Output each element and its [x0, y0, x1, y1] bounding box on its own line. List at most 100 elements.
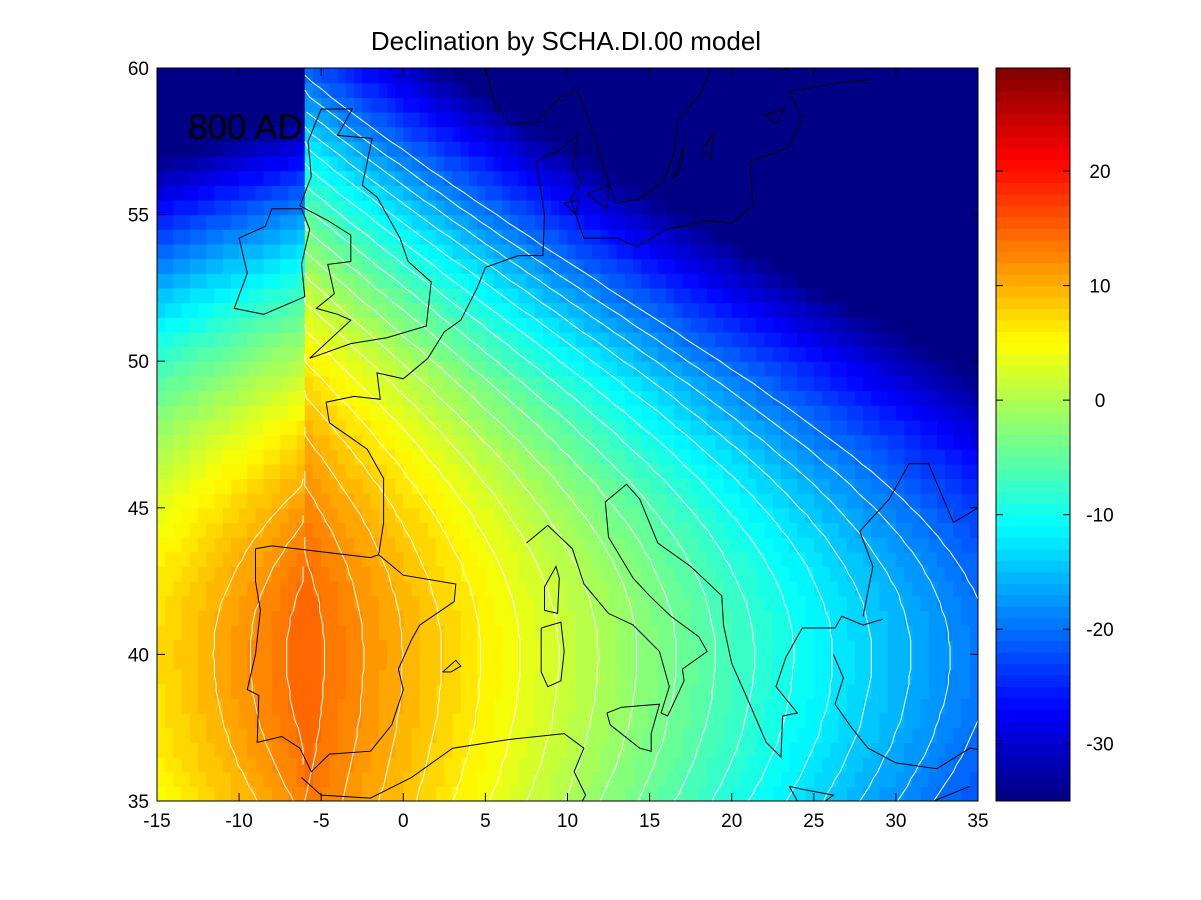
- field-cell: [953, 771, 963, 787]
- field-cell: [518, 698, 528, 714]
- field-cell: [690, 757, 700, 773]
- field-cell: [657, 317, 667, 333]
- field-cell: [271, 214, 281, 230]
- field-cell: [271, 713, 281, 729]
- field-cell: [206, 771, 216, 787]
- field-cell: [764, 185, 774, 201]
- field-cell: [255, 331, 265, 348]
- field-cell: [666, 405, 675, 421]
- field-cell: [181, 258, 191, 274]
- field-cell: [370, 625, 380, 641]
- field-cell: [239, 669, 248, 685]
- field-cell: [378, 742, 388, 758]
- field-cell: [230, 610, 240, 626]
- field-cell: [271, 170, 281, 186]
- field-cell: [641, 111, 651, 128]
- field-cell: [378, 405, 388, 421]
- field-cell: [403, 302, 413, 318]
- field-cell: [953, 170, 963, 186]
- field-cell: [830, 258, 840, 274]
- field-cell: [370, 507, 380, 524]
- field-cell: [271, 463, 281, 480]
- field-cell: [206, 361, 216, 377]
- field-cell: [370, 610, 380, 626]
- field-cell: [189, 214, 199, 230]
- field-cell: [427, 669, 437, 685]
- field-cell: [912, 361, 922, 377]
- field-cell: [830, 654, 840, 670]
- field-cell: [337, 698, 347, 714]
- field-cell: [575, 170, 585, 186]
- field-cell: [748, 141, 757, 157]
- field-cell: [608, 141, 618, 157]
- field-cell: [280, 390, 289, 406]
- field-cell: [854, 522, 864, 538]
- field-cell: [198, 478, 207, 494]
- field-cell: [427, 581, 437, 597]
- field-cell: [895, 463, 905, 480]
- field-cell: [624, 405, 634, 421]
- field-cell: [682, 185, 692, 201]
- field-cell: [739, 287, 749, 304]
- field-cell: [280, 317, 289, 333]
- field-cell: [813, 434, 823, 450]
- field-cell: [764, 243, 774, 260]
- field-cell: [895, 155, 905, 172]
- field-cell: [559, 478, 569, 494]
- field-cell: [731, 111, 741, 128]
- field-cell: [518, 595, 528, 612]
- field-cell: [846, 581, 856, 597]
- field-cell: [222, 243, 232, 260]
- field-cell: [789, 625, 798, 641]
- field-cell: [477, 68, 486, 84]
- field-cell: [198, 581, 207, 597]
- field-cell: [206, 302, 216, 318]
- field-cell: [296, 229, 306, 245]
- field-cell: [928, 757, 938, 773]
- field-cell: [263, 434, 273, 450]
- field-cell: [608, 82, 618, 98]
- field-cell: [518, 771, 528, 787]
- field-cell: [222, 419, 232, 436]
- field-cell: [354, 727, 363, 743]
- field-cell: [592, 390, 601, 406]
- field-cell: [165, 537, 175, 553]
- field-cell: [370, 390, 380, 406]
- field-cell: [460, 287, 470, 304]
- field-cell: [173, 463, 183, 480]
- field-cell: [830, 390, 840, 406]
- field-cell: [838, 537, 848, 553]
- field-cell: [362, 566, 372, 582]
- field-cell: [871, 522, 881, 538]
- field-cell: [296, 449, 306, 465]
- field-cell: [255, 97, 265, 113]
- field-cell: [321, 639, 331, 655]
- field-cell: [756, 434, 766, 450]
- field-cell: [575, 317, 585, 333]
- field-cell: [518, 82, 528, 98]
- field-cell: [329, 786, 339, 801]
- field-cell: [624, 610, 634, 626]
- field-cell: [485, 111, 495, 128]
- field-cell: [953, 581, 963, 597]
- field-cell: [904, 390, 913, 406]
- field-cell: [452, 170, 462, 186]
- field-cell: [559, 727, 569, 743]
- field-cell: [206, 273, 216, 289]
- field-cell: [805, 185, 815, 201]
- field-cell: [797, 654, 807, 670]
- field-cell: [715, 478, 725, 494]
- field-cell: [280, 566, 289, 582]
- field-cell: [247, 610, 257, 626]
- field-cell: [468, 449, 478, 465]
- field-cell: [559, 742, 569, 758]
- field-cell: [321, 742, 331, 758]
- field-cell: [354, 449, 363, 465]
- field-cell: [362, 361, 372, 377]
- field-cell: [436, 346, 445, 362]
- field-cell: [312, 375, 322, 392]
- field-cell: [444, 610, 454, 626]
- field-cell: [501, 786, 511, 801]
- field-cell: [214, 243, 224, 260]
- field-cell: [641, 566, 651, 582]
